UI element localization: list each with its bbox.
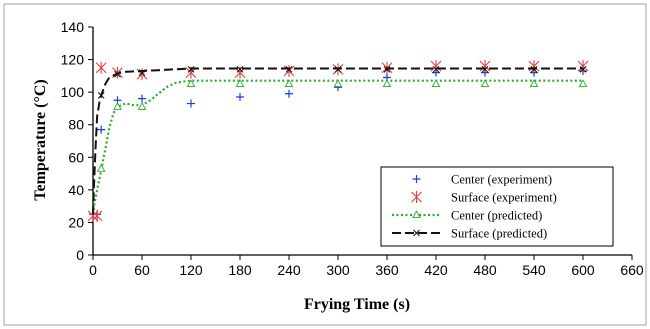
legend-marker: [412, 210, 421, 219]
series-point: [334, 65, 342, 73]
x-tick-label: 360: [375, 262, 399, 278]
series-point: [333, 79, 343, 88]
y-tick-label: 0: [76, 247, 84, 263]
series-point: [579, 65, 587, 73]
series-point: [114, 70, 121, 78]
x-tick-label: 0: [89, 262, 97, 278]
series-point: [138, 94, 146, 103]
data-series: [87, 60, 589, 222]
legend-item: Center (experiment): [412, 173, 552, 187]
series-point: [382, 79, 392, 88]
series-point: [284, 79, 294, 88]
series-point: [235, 79, 245, 88]
series-point: [530, 65, 538, 73]
series-point: [96, 163, 106, 172]
series-point: [95, 61, 107, 74]
series-point: [481, 65, 489, 73]
legend-item: Surface (experiment): [411, 191, 557, 205]
legend-label: Center (predicted): [451, 209, 542, 223]
legend-label: Center (experiment): [451, 173, 552, 187]
series-point: [285, 89, 293, 98]
series-line: [92, 67, 583, 215]
y-tick-label: 140: [61, 19, 85, 35]
legend-marker: [412, 175, 421, 183]
x-tick-label: 480: [473, 262, 497, 278]
y-tick-label: 80: [68, 117, 84, 133]
series-point: [285, 65, 293, 73]
y-tick-label: 20: [68, 214, 84, 230]
x-axis-title: Frying Time (s): [304, 296, 410, 313]
series-point: [432, 65, 440, 73]
y-axis-title: Temperature (°C): [32, 79, 49, 200]
x-tick-label: 600: [571, 262, 595, 278]
series-point: [186, 79, 196, 88]
axes: 0 20 40 60 80 100 120 140 0 60 120 180 240 300 360 420 4…: [61, 19, 644, 278]
series-point: [578, 79, 588, 88]
series-2: [91, 79, 588, 215]
legend-label: Surface (predicted): [451, 227, 547, 241]
legend-marker: [411, 191, 422, 203]
legend-item: Center (predicted): [392, 209, 542, 223]
series-point: [187, 65, 195, 73]
x-tick-label: 540: [522, 262, 546, 278]
y-tick-label: 60: [68, 149, 84, 165]
series-point: [529, 79, 539, 88]
y-tick-label: 120: [61, 52, 85, 68]
x-tick-label: 240: [277, 262, 301, 278]
y-tick-label: 40: [68, 182, 84, 198]
series-point: [113, 102, 122, 110]
legend: Center (experiment) Surface (experiment) C…: [380, 166, 614, 247]
series-point: [97, 92, 105, 99]
x-tick-label: 300: [326, 262, 350, 278]
series-point: [431, 79, 441, 88]
series-point: [187, 99, 195, 108]
series-point: [138, 69, 146, 76]
series-point: [97, 125, 106, 134]
legend-item: Surface (predicted): [392, 227, 547, 241]
y-tick-label: 100: [61, 84, 85, 100]
series-point: [383, 65, 391, 73]
x-tick-label: 660: [620, 262, 644, 278]
chart-frame: [3, 3, 647, 326]
x-tick-label: 180: [228, 262, 252, 278]
series-point: [236, 93, 244, 102]
series-point: [137, 102, 147, 110]
x-tick-label: 420: [424, 262, 448, 278]
series-point: [577, 60, 589, 73]
series-point: [480, 79, 490, 88]
legend-marker: [413, 229, 420, 237]
series-3: [92, 65, 587, 215]
legend-label: Surface (experiment): [451, 191, 557, 205]
x-tick-label: 60: [134, 262, 150, 278]
x-tick-label: 120: [179, 262, 203, 278]
series-point: [236, 65, 244, 73]
